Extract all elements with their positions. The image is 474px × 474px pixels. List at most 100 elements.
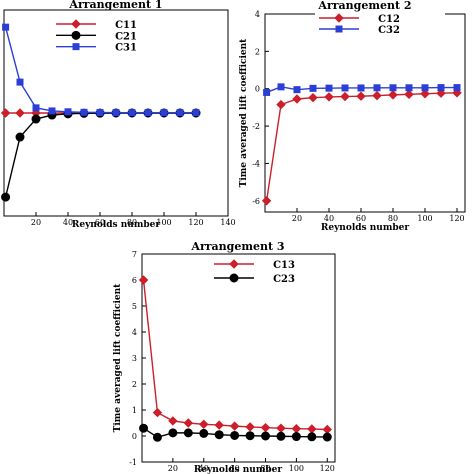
x-tick-label: 40 — [199, 464, 209, 473]
x-axis-label: Reynolds number — [72, 220, 161, 230]
y-axis-label: Time averaged lift coefficient — [113, 283, 123, 432]
legend-entry: C23 — [273, 274, 295, 285]
data-point — [214, 430, 224, 440]
data-point — [372, 90, 382, 101]
data-point — [32, 104, 40, 112]
data-point — [291, 424, 302, 434]
data-point — [260, 422, 271, 433]
data-point — [291, 432, 301, 442]
chart-arrangement-3: Arrangement 3 Reynolds number Time average… — [113, 240, 336, 474]
legend-swatch-marker — [229, 259, 239, 269]
x-tick-label: 100 — [417, 214, 432, 223]
y-tick-label: 2 — [132, 380, 137, 389]
data-point — [2, 23, 10, 31]
y-tick-label: 2 — [255, 47, 260, 56]
data-point — [261, 431, 271, 441]
data-point — [405, 84, 413, 92]
chart-title: Arrangement 3 — [190, 240, 284, 253]
data-point — [404, 89, 414, 100]
data-point — [1, 192, 11, 202]
x-axis-label: Reynolds number — [321, 223, 410, 233]
data-point — [356, 91, 366, 101]
data-point — [437, 84, 445, 92]
data-point — [276, 423, 286, 433]
data-point — [309, 84, 317, 92]
data-point — [389, 84, 397, 92]
data-point — [152, 432, 162, 442]
data-point — [263, 88, 271, 96]
data-point — [64, 108, 72, 116]
x-tick-label: 120 — [320, 464, 335, 473]
data-point — [80, 108, 88, 116]
x-tick-label: 100 — [289, 464, 304, 473]
data-point — [357, 84, 365, 92]
y-tick-label: 0 — [255, 85, 260, 94]
data-point — [139, 423, 149, 433]
legend-box — [210, 258, 310, 290]
data-point — [373, 84, 381, 92]
legend-entry: C11 — [115, 20, 137, 31]
legend-swatch-marker — [229, 273, 239, 283]
data-point — [183, 428, 193, 438]
x-tick-label: 100 — [156, 218, 171, 227]
y-tick-label: 3 — [132, 354, 137, 363]
data-point — [324, 92, 334, 102]
legend-swatch-marker — [335, 25, 343, 33]
data-point — [152, 407, 163, 418]
data-point — [292, 94, 302, 104]
data-point — [261, 196, 272, 206]
data-point — [176, 109, 184, 117]
data-point — [453, 84, 461, 92]
series-C13 — [138, 275, 332, 435]
x-tick-label: 20 — [292, 214, 302, 223]
data-point — [421, 84, 429, 92]
x-tick-label: 60 — [230, 464, 240, 473]
legend-swatch-marker — [71, 30, 81, 40]
x-tick-label: 20 — [31, 218, 41, 227]
series-C23 — [139, 423, 332, 442]
data-point — [388, 90, 398, 100]
data-point — [245, 422, 255, 432]
y-tick-label: 5 — [132, 302, 137, 311]
series-line — [142, 279, 328, 431]
data-point — [168, 428, 178, 438]
series-line — [4, 112, 196, 198]
x-tick-label: 60 — [356, 214, 366, 223]
data-point — [307, 432, 317, 442]
data-point — [0, 108, 11, 118]
series-C21 — [1, 108, 201, 202]
x-tick-label: 80 — [388, 214, 398, 223]
data-point — [15, 132, 25, 142]
y-tick-label: -1 — [129, 458, 137, 467]
legend-swatch-marker — [72, 43, 80, 51]
plot-frame — [264, 13, 466, 213]
chart-title: Arrangement 1 — [68, 0, 162, 11]
data-point — [420, 89, 430, 99]
y-axis-label: Time averaged lift coefficient — [239, 38, 249, 187]
x-tick-label: 140 — [220, 218, 235, 227]
data-point — [214, 420, 224, 430]
y-tick-label: 0 — [132, 432, 137, 441]
legend-entry: C12 — [378, 14, 400, 25]
legend-entry: C21 — [115, 31, 137, 42]
y-tick-label: -6 — [252, 197, 260, 206]
data-point — [112, 109, 120, 117]
data-point — [144, 109, 152, 117]
data-point — [436, 88, 446, 98]
y-tick-label: 6 — [132, 276, 137, 285]
data-point — [293, 86, 301, 94]
y-tick-label: 7 — [132, 250, 137, 259]
data-point — [48, 107, 56, 115]
x-tick-label: 40 — [63, 218, 73, 227]
data-point — [276, 431, 286, 441]
data-point — [322, 424, 332, 435]
legend-entry: C32 — [378, 25, 400, 36]
chart-arrangement-1: Arrangement 1 Reynolds number 20 40 60 80 100 1… — [0, 0, 236, 230]
y-tick-label: 1 — [132, 406, 137, 415]
y-tick-label: -2 — [252, 122, 260, 131]
data-point — [277, 83, 285, 91]
x-tick-label: 80 — [260, 464, 270, 473]
data-point — [31, 114, 41, 124]
